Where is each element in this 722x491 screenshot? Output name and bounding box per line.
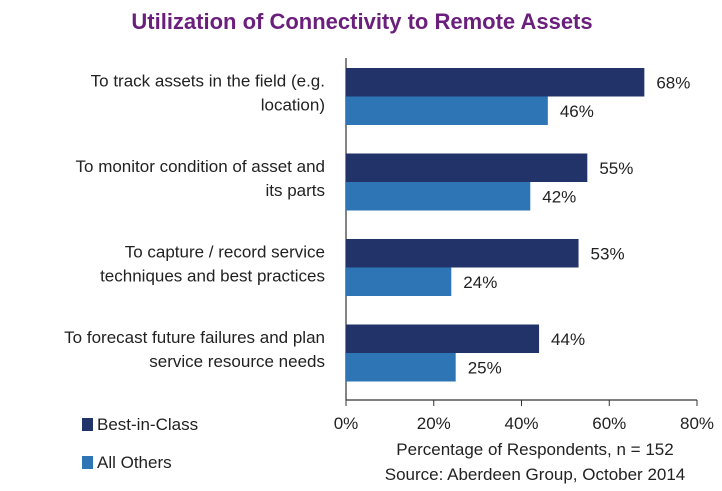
- category-label: its parts: [265, 181, 325, 200]
- data-label: 46%: [560, 102, 594, 121]
- source-note: Source: Aberdeen Group, October 2014: [385, 465, 686, 484]
- x-tick-label: 60%: [592, 414, 626, 433]
- data-label: 24%: [463, 273, 497, 292]
- category-label: techniques and best practices: [100, 267, 325, 286]
- data-label: 25%: [468, 358, 502, 377]
- bar-best-in-class: [346, 239, 579, 268]
- x-axis-label: Percentage of Respondents, n = 152: [396, 440, 673, 459]
- legend-swatch: [82, 418, 93, 431]
- category-label: service resource needs: [149, 352, 325, 371]
- legend-label: Best-in-Class: [97, 415, 198, 434]
- category-label: To capture / record service: [125, 243, 325, 262]
- bar-best-in-class: [346, 153, 588, 182]
- bar-all-others: [346, 267, 452, 296]
- data-label: 53%: [591, 244, 625, 263]
- category-label: To forecast future failures and plan: [64, 328, 325, 347]
- x-tick-label: 0%: [334, 414, 359, 433]
- bar-all-others: [346, 182, 531, 211]
- bar-best-in-class: [346, 324, 540, 353]
- data-label: 44%: [551, 330, 585, 349]
- x-tick-label: 80%: [680, 414, 714, 433]
- bar-best-in-class: [346, 68, 645, 97]
- x-tick-label: 40%: [504, 414, 538, 433]
- bar-all-others: [346, 353, 456, 382]
- category-label: To track assets in the field (e.g.: [91, 72, 325, 91]
- chart-title: Utilization of Connectivity to Remote As…: [131, 9, 592, 34]
- x-tick-label: 20%: [417, 414, 451, 433]
- data-label: 55%: [599, 159, 633, 178]
- legend-swatch: [82, 456, 93, 469]
- category-label: location): [261, 96, 325, 115]
- data-label: 42%: [542, 187, 576, 206]
- legend-label: All Others: [97, 453, 172, 472]
- category-label: To monitor condition of asset and: [76, 157, 325, 176]
- data-label: 68%: [656, 73, 690, 92]
- bar-all-others: [346, 96, 548, 125]
